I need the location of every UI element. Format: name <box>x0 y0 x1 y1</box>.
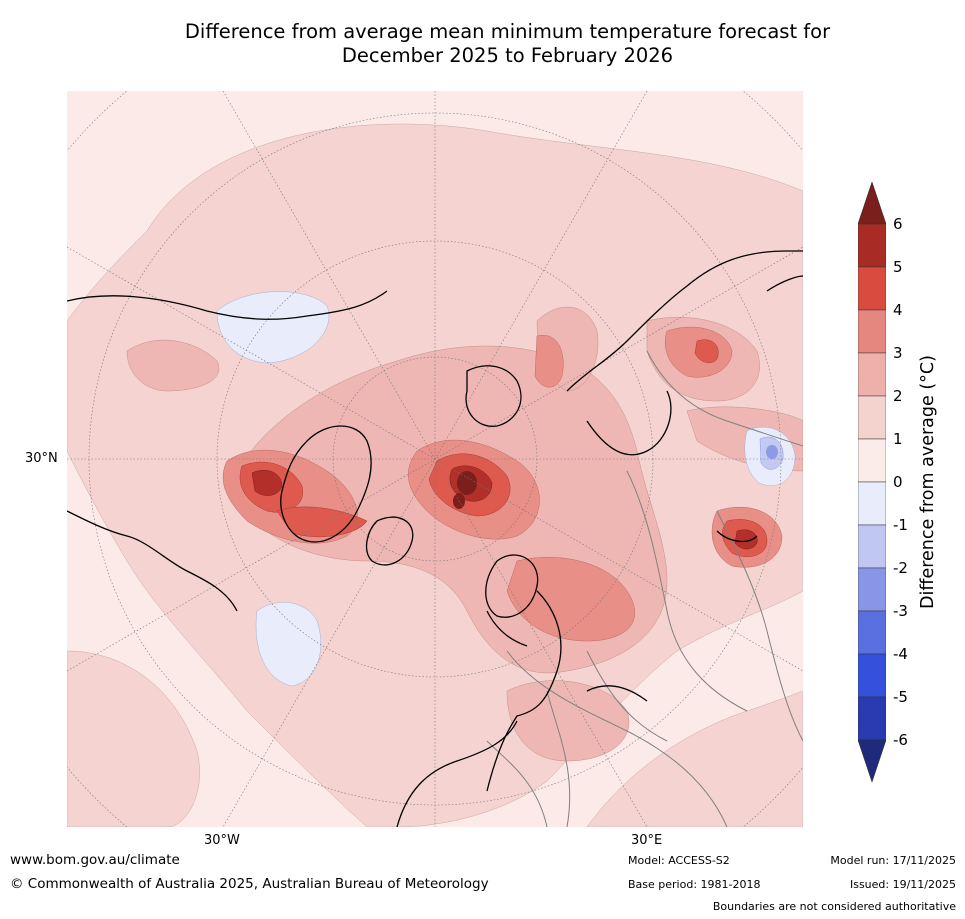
colorbar-tick-label: 0 <box>893 473 903 491</box>
anomaly-cool-0-to-1 <box>216 291 796 687</box>
colorbar-tick-label: -2 <box>893 559 908 577</box>
lon-label-30w: 30°W <box>204 833 240 848</box>
colorbar-bin <box>857 696 887 741</box>
colorbar-tick-label: 4 <box>893 301 903 319</box>
colorbar-tick-label: 5 <box>893 258 903 276</box>
colorbar-tick-label: -4 <box>893 645 908 663</box>
colorbar-bin <box>857 610 887 655</box>
graticule <box>67 91 803 827</box>
chart-title: Difference from average mean minimum tem… <box>0 20 965 68</box>
footer-issued: Issued: 19/11/2025 <box>849 878 956 891</box>
footer-disclaimer: Boundaries are not considered authoritat… <box>712 900 956 913</box>
anomaly-cool-2-to-3 <box>766 445 778 459</box>
colorbar-graphic <box>857 181 887 783</box>
colorbar-bin <box>857 395 887 440</box>
forecast-map[interactable] <box>67 91 803 827</box>
colorbar-bin <box>857 524 887 569</box>
colorbar-tick-label: 3 <box>893 344 903 362</box>
title-line-2: December 2025 to February 2026 <box>341 44 674 67</box>
footer-url[interactable]: www.bom.gov.au/climate <box>10 852 180 868</box>
coastlines <box>67 250 803 827</box>
lat-label-30n: 30°N <box>25 451 58 466</box>
colorbar-tick-label: -5 <box>893 688 908 706</box>
country-borders <box>486 350 803 827</box>
colorbar-tick-label: -3 <box>893 602 908 620</box>
colorbar-bin <box>857 352 887 397</box>
footer-model-run: Model run: 17/11/2025 <box>830 854 956 867</box>
colorbar-bin <box>857 653 887 698</box>
colorbar <box>857 181 887 783</box>
colorbar-tick-label: 6 <box>893 215 903 233</box>
colorbar-bin <box>857 567 887 612</box>
colorbar-bin <box>857 481 887 526</box>
footer-copyright: © Commonwealth of Australia 2025, Austra… <box>10 876 489 892</box>
colorbar-title: Difference from average (°C) <box>918 355 938 609</box>
colorbar-tick-label: 1 <box>893 430 903 448</box>
colorbar-arrow-bottom <box>857 739 887 783</box>
colorbar-bin <box>857 223 887 268</box>
title-line-1: Difference from average mean minimum tem… <box>184 20 831 43</box>
colorbar-bin <box>857 309 887 354</box>
lon-label-30e: 30°E <box>631 833 663 848</box>
colorbar-arrow-top <box>857 181 887 225</box>
colorbar-tick-label: -1 <box>893 516 908 534</box>
footer-model: Model: ACCESS-S2 <box>628 854 730 867</box>
colorbar-bin <box>857 438 887 483</box>
map-canvas <box>67 91 803 827</box>
colorbar-tick-label: 2 <box>893 387 903 405</box>
colorbar-tick-label: -6 <box>893 731 908 749</box>
footer-base-period: Base period: 1981-2018 <box>628 878 761 891</box>
colorbar-bin <box>857 266 887 311</box>
